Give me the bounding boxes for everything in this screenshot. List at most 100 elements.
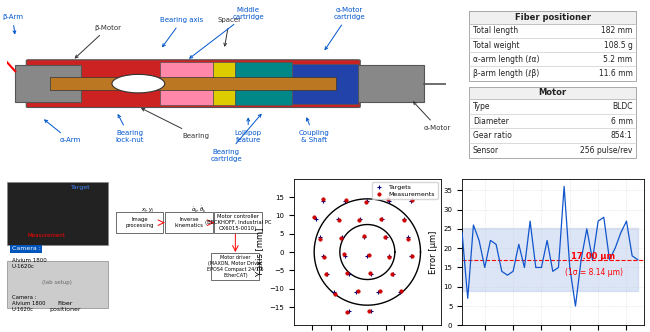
Legend: Targets, Measurements: Targets, Measurements: [372, 182, 437, 200]
Text: Spacer: Spacer: [218, 17, 241, 46]
Text: Image
processing: Image processing: [125, 217, 154, 228]
Measurements: [387, 271, 398, 277]
Targets: [362, 198, 372, 203]
Measurements: [315, 236, 325, 241]
Measurements: [309, 215, 319, 220]
Text: α-Arm: α-Arm: [45, 120, 81, 143]
Measurements: [343, 309, 353, 314]
Measurements: [364, 309, 374, 314]
Measurements: [384, 255, 394, 260]
Text: 17.00 μm: 17.00 μm: [571, 252, 615, 261]
Targets: [333, 216, 343, 222]
Text: 108.5 g: 108.5 g: [604, 41, 632, 49]
Circle shape: [112, 74, 164, 93]
Targets: [358, 235, 369, 240]
FancyBboxPatch shape: [358, 65, 424, 102]
Text: Total length: Total length: [473, 26, 518, 35]
Targets: [340, 253, 350, 258]
FancyBboxPatch shape: [469, 11, 636, 24]
Measurements: [407, 253, 417, 259]
Text: BLDC: BLDC: [612, 102, 632, 111]
Targets: [318, 253, 328, 258]
Measurements: [398, 217, 409, 222]
Targets: [380, 235, 391, 240]
Text: Fiber
positioner: Fiber positioner: [49, 301, 81, 312]
Y-axis label: Y-axis [mm]: Y-axis [mm]: [255, 227, 264, 277]
Text: β-Arm: β-Arm: [2, 14, 23, 34]
Measurements: [341, 198, 352, 203]
Measurements: [364, 252, 374, 257]
Targets: [340, 198, 350, 203]
Targets: [373, 290, 384, 295]
Text: 854:1: 854:1: [611, 131, 632, 140]
FancyBboxPatch shape: [51, 77, 336, 90]
Targets: [362, 253, 372, 258]
Targets: [311, 216, 321, 222]
Measurements: [334, 217, 345, 223]
Measurements: [353, 289, 363, 294]
Targets: [395, 290, 406, 295]
Targets: [384, 253, 395, 258]
Measurements: [361, 199, 371, 205]
Measurements: [376, 216, 387, 221]
Text: β-Motor: β-Motor: [75, 25, 122, 58]
Text: 5.2 mm: 5.2 mm: [603, 55, 632, 64]
Text: Inverse
kinematics: Inverse kinematics: [174, 217, 203, 228]
Text: Sensor: Sensor: [473, 146, 499, 155]
Text: Diameter: Diameter: [473, 117, 509, 125]
Text: Bearing
lock-nut: Bearing lock-nut: [115, 115, 144, 143]
Measurements: [403, 236, 413, 242]
Targets: [329, 290, 339, 295]
FancyBboxPatch shape: [116, 212, 164, 233]
Text: 182 mm: 182 mm: [601, 26, 632, 35]
Targets: [384, 198, 395, 203]
Targets: [388, 271, 398, 277]
Targets: [322, 271, 332, 277]
Text: (lab setup): (lab setup): [42, 280, 72, 285]
Measurements: [330, 291, 340, 296]
Measurements: [358, 234, 369, 239]
Text: Motor controller
(BECKHOFF, Industrial PC
CX6015-0010): Motor controller (BECKHOFF, Industrial P…: [205, 214, 271, 231]
FancyBboxPatch shape: [161, 62, 213, 105]
Text: Coupling
& Shaft: Coupling & Shaft: [299, 118, 330, 143]
FancyBboxPatch shape: [165, 212, 213, 233]
Targets: [399, 216, 410, 222]
Text: α-Motor: α-Motor: [413, 102, 451, 131]
Text: Alvium 1800
U-1620c: Alvium 1800 U-1620c: [12, 258, 47, 269]
Targets: [366, 271, 376, 277]
FancyBboxPatch shape: [292, 64, 358, 104]
Text: Motor driver
(MAXON, Motor Driver
EPOS4 Compact 24/1.5
EtherCAT): Motor driver (MAXON, Motor Driver EPOS4 …: [207, 256, 264, 278]
Targets: [406, 198, 417, 203]
FancyBboxPatch shape: [6, 182, 108, 245]
Text: Middle
cartridge: Middle cartridge: [190, 7, 264, 58]
Text: Bearing
cartridge: Bearing cartridge: [211, 114, 261, 162]
FancyBboxPatch shape: [469, 87, 636, 99]
Measurements: [380, 235, 390, 240]
Targets: [351, 290, 361, 295]
Measurements: [318, 254, 329, 260]
Targets: [337, 235, 347, 240]
Text: α-Motor
cartridge: α-Motor cartridge: [325, 7, 365, 49]
Text: $\dot{\alpha}_k, \dot{\theta}_k$: $\dot{\alpha}_k, \dot{\theta}_k$: [192, 205, 207, 215]
Measurements: [382, 197, 393, 202]
Y-axis label: Error [μm]: Error [μm]: [429, 230, 438, 274]
Measurements: [395, 288, 406, 293]
Text: α-arm length (ℓα): α-arm length (ℓα): [473, 55, 540, 64]
FancyBboxPatch shape: [235, 62, 292, 105]
Targets: [355, 216, 365, 222]
Targets: [318, 198, 328, 203]
Targets: [344, 308, 354, 313]
Text: Camera :
Alvium 1800
U-1620c: Camera : Alvium 1800 U-1620c: [12, 295, 46, 312]
Measurements: [318, 197, 328, 202]
Measurements: [320, 271, 331, 277]
Text: Type: Type: [473, 102, 491, 111]
Measurements: [406, 197, 417, 203]
Text: Total weight: Total weight: [473, 41, 519, 49]
Text: Lollipop
feature: Lollipop feature: [235, 118, 262, 143]
Text: 6 mm: 6 mm: [610, 117, 632, 125]
FancyBboxPatch shape: [6, 261, 108, 308]
Text: (1σ = 8.14 μm): (1σ = 8.14 μm): [566, 269, 623, 278]
Text: 256 pulse/rev: 256 pulse/rev: [580, 146, 632, 155]
Text: Bearing axis: Bearing axis: [161, 17, 203, 46]
Text: Measurement: Measurement: [28, 233, 66, 238]
